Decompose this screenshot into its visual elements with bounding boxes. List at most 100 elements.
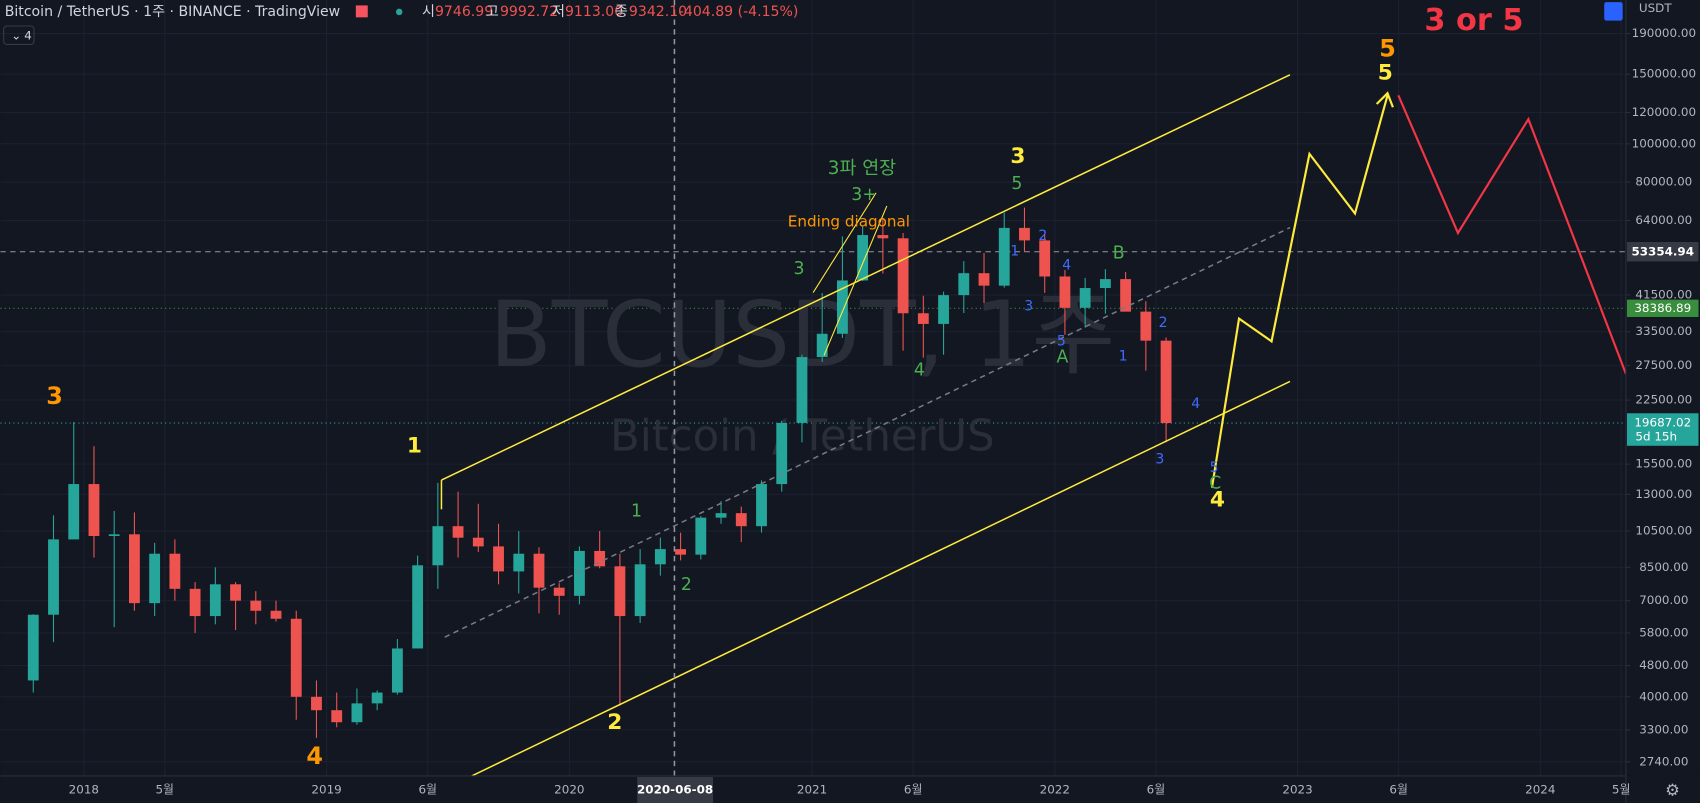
candle-body bbox=[533, 553, 545, 588]
candle-body bbox=[675, 549, 687, 555]
wave-label: 3 bbox=[1010, 144, 1025, 169]
grid bbox=[0, 0, 1626, 776]
y-tick-label: 15500.00 bbox=[1635, 457, 1692, 471]
diagonal-line bbox=[823, 205, 888, 356]
y-tick-label: 2740.00 bbox=[1639, 754, 1688, 768]
wave-label: 4 bbox=[306, 742, 323, 770]
candle-body bbox=[452, 526, 464, 538]
drawings bbox=[440, 0, 1627, 777]
candle-body bbox=[614, 566, 626, 617]
candle-body bbox=[1079, 288, 1091, 308]
x-tick-label: 6월 bbox=[904, 782, 923, 796]
candle-body bbox=[189, 588, 201, 617]
y-tick-label: 33500.00 bbox=[1635, 324, 1692, 338]
y-tick-label: 64000.00 bbox=[1635, 213, 1692, 227]
candle-body bbox=[1099, 279, 1111, 289]
candle-body bbox=[27, 614, 39, 681]
candle-body bbox=[958, 273, 970, 296]
candle-body bbox=[877, 235, 889, 239]
crosshair-price-box bbox=[1626, 241, 1699, 262]
crosshair-date: 2020-06-08 bbox=[637, 782, 713, 796]
candle-body bbox=[1160, 340, 1172, 424]
last-price-box bbox=[1626, 413, 1699, 446]
ma-price-box bbox=[1626, 299, 1699, 317]
wave-label: Ending diagonal bbox=[788, 213, 910, 231]
wave-label: 3 bbox=[1155, 451, 1164, 467]
candle-body bbox=[493, 546, 504, 572]
compare-button[interactable] bbox=[1604, 2, 1623, 21]
candle-body bbox=[311, 696, 322, 711]
x-tick-label: 2021 bbox=[797, 782, 827, 796]
indicator-toggle[interactable] bbox=[3, 25, 35, 45]
x-tick-label: 6월 bbox=[1147, 782, 1166, 796]
wave-label: 4 bbox=[1191, 396, 1200, 412]
candle-body bbox=[230, 584, 241, 601]
candle-body bbox=[756, 484, 767, 527]
symbol[interactable]: Bitcoin / TetherUS · 1주 · BINANCE · Trad… bbox=[5, 4, 340, 20]
x-tick-label: 5월 bbox=[155, 782, 174, 796]
crosshair-date-box bbox=[637, 776, 714, 803]
flag-icon[interactable] bbox=[355, 5, 368, 18]
open-label: 시 bbox=[422, 4, 435, 20]
change: -404.89 (-4.15%) bbox=[679, 4, 799, 20]
low-label: 저 bbox=[552, 4, 565, 20]
y-tick-label: 100000.00 bbox=[1632, 136, 1696, 150]
candle-body bbox=[715, 513, 727, 518]
projection-yellow bbox=[1210, 95, 1389, 488]
currency[interactable]: USDT bbox=[1639, 1, 1672, 15]
candle-body bbox=[917, 313, 929, 324]
wave-label: 1 bbox=[1119, 349, 1128, 365]
wave-label: 4 bbox=[914, 361, 925, 381]
wave-label: 5 bbox=[1378, 61, 1393, 86]
wave-label: 5 bbox=[1011, 174, 1022, 194]
x-tick-label: 6월 bbox=[418, 782, 437, 796]
candle-body bbox=[1059, 276, 1071, 308]
candle-body bbox=[897, 238, 909, 314]
candle-body bbox=[796, 357, 808, 423]
x-tick-label: 2023 bbox=[1282, 782, 1312, 796]
y-tick-label: 22500.00 bbox=[1635, 393, 1692, 407]
candle-body bbox=[128, 534, 140, 604]
price-axis bbox=[1625, 0, 1700, 803]
wave-label: 1 bbox=[1010, 243, 1019, 259]
candle-body bbox=[68, 484, 80, 540]
y-tick-label: 8500.00 bbox=[1639, 560, 1688, 574]
candle-body bbox=[371, 692, 383, 704]
wave-label: 1 bbox=[407, 433, 422, 458]
crosshair-price: 53354.94 bbox=[1631, 244, 1694, 258]
wave-label: 3 bbox=[794, 259, 805, 279]
low-value: 9113.00 bbox=[565, 4, 623, 20]
wave-label: C bbox=[1209, 473, 1221, 493]
last-price: 19687.02 bbox=[1634, 416, 1691, 430]
indicator-caret: ⌄ bbox=[11, 28, 21, 42]
x-tick-label: 2024 bbox=[1525, 782, 1555, 796]
channel-lower bbox=[471, 380, 1291, 777]
candle-body bbox=[735, 513, 747, 527]
time-axis bbox=[0, 775, 1700, 803]
candle-body bbox=[978, 273, 990, 286]
wave-label: 2 bbox=[681, 575, 692, 595]
wave-label: 3 or 5 bbox=[1424, 3, 1523, 38]
candle-body bbox=[108, 534, 120, 536]
y-tick-label: 120000.00 bbox=[1632, 105, 1696, 119]
wave-label: 5 bbox=[1379, 34, 1396, 62]
candle-body bbox=[169, 553, 181, 589]
indicator-count[interactable]: 4 bbox=[24, 28, 32, 42]
candle-body bbox=[513, 553, 525, 572]
candle-body bbox=[209, 584, 221, 617]
header: Bitcoin / TetherUS · 1주 · BINANCE · Trad… bbox=[3, 1, 1680, 800]
candle-body bbox=[331, 710, 343, 723]
candle-body bbox=[250, 600, 262, 611]
mid-line bbox=[444, 226, 1291, 638]
wave-label: 3파 연장 bbox=[828, 158, 896, 179]
candle-body bbox=[149, 553, 161, 604]
diagonal-line bbox=[812, 192, 877, 293]
y-tick-label: 4000.00 bbox=[1639, 689, 1688, 703]
wave-label: 5 bbox=[1210, 460, 1219, 476]
x-tick-label: 2019 bbox=[311, 782, 341, 796]
candle-body bbox=[938, 295, 949, 324]
settings-icon[interactable]: ⚙ bbox=[1665, 781, 1680, 800]
candle-body bbox=[391, 648, 403, 693]
